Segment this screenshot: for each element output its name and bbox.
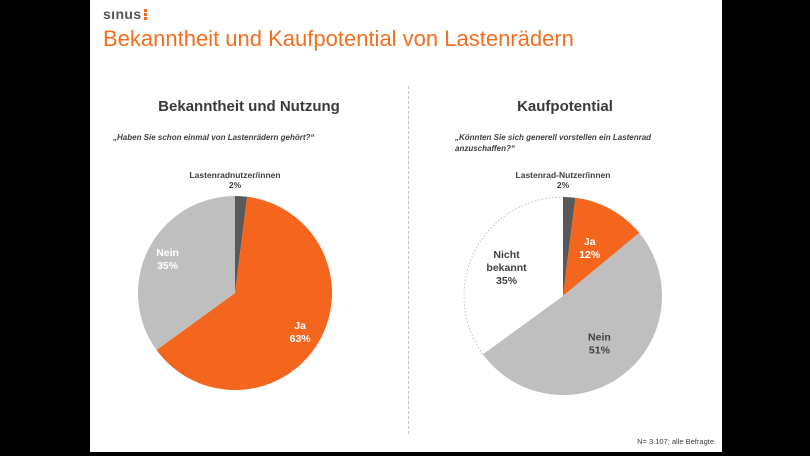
pie-slice-lastenradnutzer-innen <box>235 196 248 293</box>
pie-slice-lastenrad-nutzer-innen <box>563 197 576 296</box>
letterbox-bar-right <box>722 0 810 456</box>
sinus-logo-text: sınus <box>103 6 142 22</box>
pie-slice-nein <box>138 196 235 351</box>
letterbox-bar-bottom <box>0 452 810 456</box>
pie-label-nicht-bekannt: Nicht bekannt 35% <box>486 249 527 287</box>
chart-question-kaufpotential: „Könnten Sie sich generell vorstellen ei… <box>455 133 652 153</box>
sinus-logo: sınus <box>103 6 147 22</box>
pie-label-nein: Nein 51% <box>588 331 611 356</box>
pie-slice-ja <box>563 197 640 296</box>
pie-label-ja: Ja 12% <box>579 236 601 261</box>
pie-label-nein: Nein 35% <box>156 247 179 272</box>
pie-slice-ja <box>156 196 333 390</box>
slide: sınus Bekanntheit und Kaufpotential von … <box>90 0 722 452</box>
vertical-dashed-divider <box>408 86 409 434</box>
pie-slice-border-nicht-bekannt <box>463 196 564 355</box>
letterbox-bar-left <box>0 0 90 456</box>
chart-question-bekanntheit: „Haben Sie schon einmal von Lastenrädern… <box>113 133 315 142</box>
chart-title-bekanntheit: Bekanntheit und Nutzung <box>158 98 340 115</box>
callout-label-lastenrad-nutzer: Lastenrad-Nutzer/innen 2% <box>515 170 611 190</box>
pie-slice-nicht-bekannt <box>464 197 563 355</box>
sinus-logo-colon-icon <box>143 8 147 20</box>
sample-size-footnote: N= 3.107; alle Befragte <box>637 437 714 446</box>
chart-title-kaufpotential: Kaufpotential <box>517 98 613 115</box>
page-title: Bekanntheit und Kaufpotential von Lasten… <box>103 26 574 51</box>
pie-slice-nein <box>482 232 663 396</box>
callout-label-lastenradnutzer: Lastenradnutzer/innen 2% <box>189 170 281 190</box>
pie-chart-bekanntheit: Ja 63% Nein 35% <box>138 196 333 390</box>
pie-label-ja: Ja 63% <box>290 320 312 345</box>
pie-chart-kaufpotential: Ja 12% Nein 51% Nicht bekannt 35% <box>463 196 663 396</box>
